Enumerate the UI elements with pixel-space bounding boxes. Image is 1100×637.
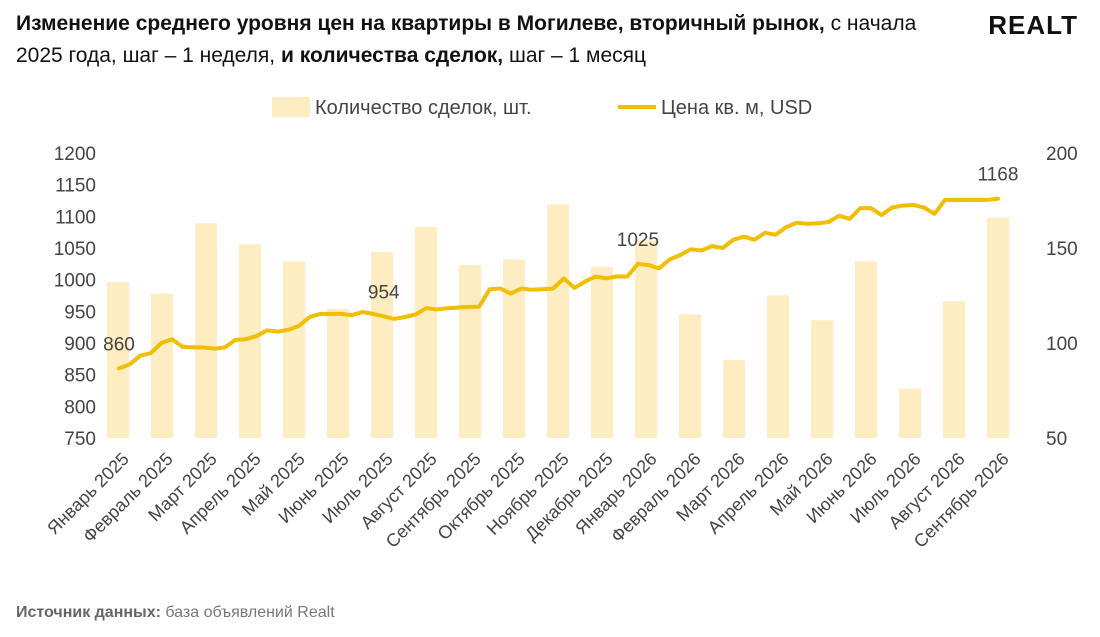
bar-2 [195, 223, 217, 438]
data-label: 954 [368, 282, 400, 303]
source-label: Источник данных: [16, 604, 161, 621]
left-tick-label: 1050 [54, 239, 96, 260]
title-bold-part-3: и количества сделок, [280, 44, 504, 67]
left-tick-label: 850 [64, 366, 96, 387]
combo-chart: Количество сделок, шт. Цена кв. м, USD 7… [43, 97, 1078, 552]
bar-14 [723, 360, 745, 438]
bar-5 [327, 308, 349, 438]
bar-13 [679, 314, 701, 438]
bar-6 [371, 251, 393, 438]
left-tick-label: 900 [64, 334, 96, 355]
bar-11 [591, 267, 613, 438]
bar-8 [459, 265, 481, 438]
left-tick-label: 800 [64, 397, 96, 418]
bar-series [107, 204, 1009, 438]
price-line [117, 196, 1000, 371]
right-tick-label: 150 [1046, 239, 1078, 260]
bar-16 [811, 320, 833, 438]
left-tick-label: 1200 [54, 144, 96, 165]
right-tick-label: 200 [1046, 144, 1078, 165]
title-normal-part-4: шаг – 1 месяц [503, 44, 647, 67]
left-tick-label: 1000 [54, 271, 96, 292]
legend-bar-label: Количество сделок, шт. [315, 97, 532, 119]
left-tick-label: 1100 [55, 207, 96, 228]
source-text: база объявлений Realt [160, 604, 335, 621]
right-tick-label: 100 [1046, 334, 1078, 355]
bar-18 [899, 388, 921, 438]
data-labels: 860 954 1025 1168 [103, 165, 1018, 356]
left-tick-label: 1150 [55, 176, 96, 197]
title-normal-part-2: с начала 2025 года, шаг – 1 неделя, [16, 12, 917, 67]
bar-12 [635, 240, 657, 438]
left-tick-label: 950 [64, 302, 96, 323]
legend-line-label: Цена кв. м, USD [661, 97, 812, 119]
title-bold-part-1: Изменение среднего уровня цен на квартир… [16, 12, 825, 35]
bar-19 [943, 301, 965, 438]
bar-17 [855, 261, 877, 438]
left-tick-label: 750 [64, 429, 96, 450]
data-source: Источник данных: база объявлений Realt [16, 604, 335, 622]
right-axis-ticks: 50 100 150 200 [1046, 144, 1078, 450]
bar-9 [503, 259, 525, 438]
bar-10 [547, 204, 569, 438]
bar-1 [151, 293, 173, 438]
right-tick-label: 50 [1046, 429, 1067, 450]
realt-logo: REALT [988, 10, 1078, 40]
bar-4 [283, 261, 305, 438]
data-label: 860 [103, 334, 135, 355]
data-label: 1168 [978, 165, 1019, 186]
bar-15 [767, 295, 789, 438]
legend-bar-swatch [272, 97, 310, 117]
legend: Количество сделок, шт. Цена кв. м, USD [272, 97, 812, 119]
chart-title: Изменение среднего уровня цен на квартир… [16, 8, 946, 72]
bar-20 [987, 217, 1009, 438]
bar-7 [415, 227, 437, 438]
bar-3 [239, 244, 261, 438]
left-axis-ticks: 750 800 850 900 950 1000 1050 1100 1150 1200 [54, 144, 96, 450]
data-label: 1025 [617, 230, 659, 251]
bar-0 [107, 282, 129, 438]
